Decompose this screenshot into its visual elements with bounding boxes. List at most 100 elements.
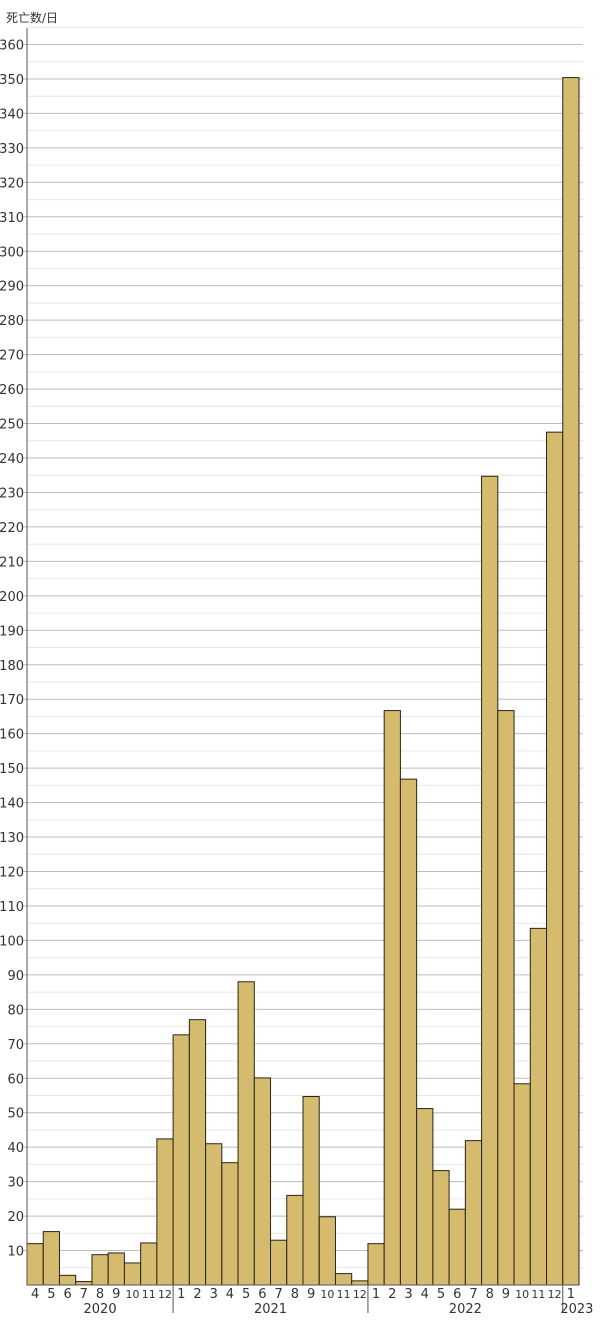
axes: 1020304050607080901001101201301401501601… [0, 28, 593, 1317]
bar [416, 1108, 434, 1286]
y-tick-label: 260 [0, 383, 24, 398]
bar [302, 1096, 320, 1286]
y-tick-label: 360 [0, 39, 24, 54]
y-tick-label: 330 [0, 142, 24, 157]
y-tick-label: 170 [0, 693, 24, 708]
y-tick-label: 180 [0, 659, 24, 674]
y-tick-label: 120 [0, 866, 24, 881]
bar [107, 1252, 125, 1286]
y-tick-label: 230 [0, 486, 24, 501]
bar [351, 1280, 369, 1286]
x-tick-label: 10 [320, 1288, 334, 1301]
y-tick-label: 220 [0, 521, 24, 536]
y-tick-label: 70 [7, 1038, 24, 1053]
bar [75, 1281, 93, 1286]
x-tick-label: 4 [421, 1287, 429, 1302]
x-tick-label: 3 [210, 1287, 218, 1302]
y-tick-label: 60 [7, 1072, 24, 1087]
y-tick-label: 90 [7, 969, 24, 984]
x-tick-label: 5 [242, 1287, 250, 1302]
x-tick-label: 7 [275, 1287, 283, 1302]
y-tick-label: 40 [7, 1141, 24, 1156]
y-tick-label: 280 [0, 314, 24, 329]
bar [432, 1170, 450, 1286]
x-tick-label: 8 [486, 1287, 494, 1302]
x-tick-label: 12 [548, 1288, 562, 1301]
bar [562, 77, 580, 1286]
bar [318, 1216, 336, 1286]
y-tick-label: 190 [0, 624, 24, 639]
bar [253, 1077, 272, 1286]
y-tick-label: 240 [0, 452, 24, 467]
y-tick-label: 250 [0, 418, 24, 433]
x-tick-label: 6 [63, 1287, 71, 1302]
x-tick-label: 8 [291, 1287, 299, 1302]
x-tick-label: 10 [126, 1288, 140, 1301]
x-tick-label: 8 [96, 1287, 104, 1302]
x-tick-label: 9 [112, 1287, 120, 1302]
y-tick-label: 50 [7, 1107, 24, 1122]
bar [26, 1243, 44, 1286]
bar [334, 1273, 353, 1286]
x-tick-label: 7 [469, 1287, 477, 1302]
y-tick-label: 140 [0, 797, 24, 812]
x-tick-label: 5 [47, 1287, 55, 1302]
bar [123, 1262, 142, 1286]
y-tick-label: 320 [0, 176, 24, 191]
bar [270, 1239, 288, 1286]
y-tick-label: 270 [0, 349, 24, 364]
y-tick-label: 110 [0, 900, 24, 915]
bar [91, 1254, 109, 1286]
y-tick-label: 10 [7, 1245, 24, 1260]
bar [140, 1242, 158, 1286]
x-tick-label: 11 [142, 1288, 156, 1301]
x-tick-label: 1 [177, 1287, 185, 1302]
year-label: 2023 [560, 1302, 593, 1317]
y-tick-label: 300 [0, 245, 24, 260]
y-tick-label: 210 [0, 555, 24, 570]
x-tick-label: 5 [437, 1287, 445, 1302]
x-tick-label: 11 [337, 1288, 351, 1301]
x-tick-label: 1 [567, 1287, 575, 1302]
x-tick-label: 7 [80, 1287, 88, 1302]
x-tick-label: 4 [226, 1287, 234, 1302]
y-tick-label: 80 [7, 1003, 24, 1018]
bar [286, 1194, 304, 1286]
y-tick-label: 30 [7, 1176, 24, 1191]
x-tick-label: 1 [372, 1287, 380, 1302]
x-tick-label: 2 [193, 1287, 201, 1302]
year-label: 2021 [254, 1302, 287, 1317]
y-tick-label: 200 [0, 590, 24, 605]
bar [546, 431, 564, 1286]
x-tick-label: 3 [404, 1287, 412, 1302]
bar [237, 981, 255, 1286]
y-axis-label: 死亡数/日 [6, 10, 58, 25]
bar [156, 1138, 174, 1286]
y-tick-label: 350 [0, 73, 24, 88]
y-tick-label: 150 [0, 762, 24, 777]
x-tick-label: 2 [388, 1287, 396, 1302]
bar [497, 710, 515, 1286]
x-tick-label: 6 [258, 1287, 266, 1302]
bar [513, 1083, 531, 1286]
x-tick-label: 12 [353, 1288, 367, 1301]
y-tick-label: 100 [0, 934, 24, 949]
bar [172, 1034, 190, 1286]
bar [464, 1140, 483, 1286]
y-tick-label: 290 [0, 280, 24, 295]
bar [399, 778, 418, 1286]
x-tick-label: 9 [502, 1287, 510, 1302]
bar [205, 1143, 223, 1286]
x-tick-label: 9 [307, 1287, 315, 1302]
x-tick-label: 10 [515, 1288, 529, 1301]
year-label: 2020 [84, 1302, 117, 1317]
bar [529, 927, 548, 1286]
bar [221, 1162, 239, 1286]
y-tick-label: 20 [7, 1210, 24, 1225]
bar [383, 710, 401, 1286]
bars [26, 77, 580, 1286]
y-tick-label: 130 [0, 831, 24, 846]
y-tick-label: 340 [0, 107, 24, 122]
bar [58, 1274, 77, 1286]
